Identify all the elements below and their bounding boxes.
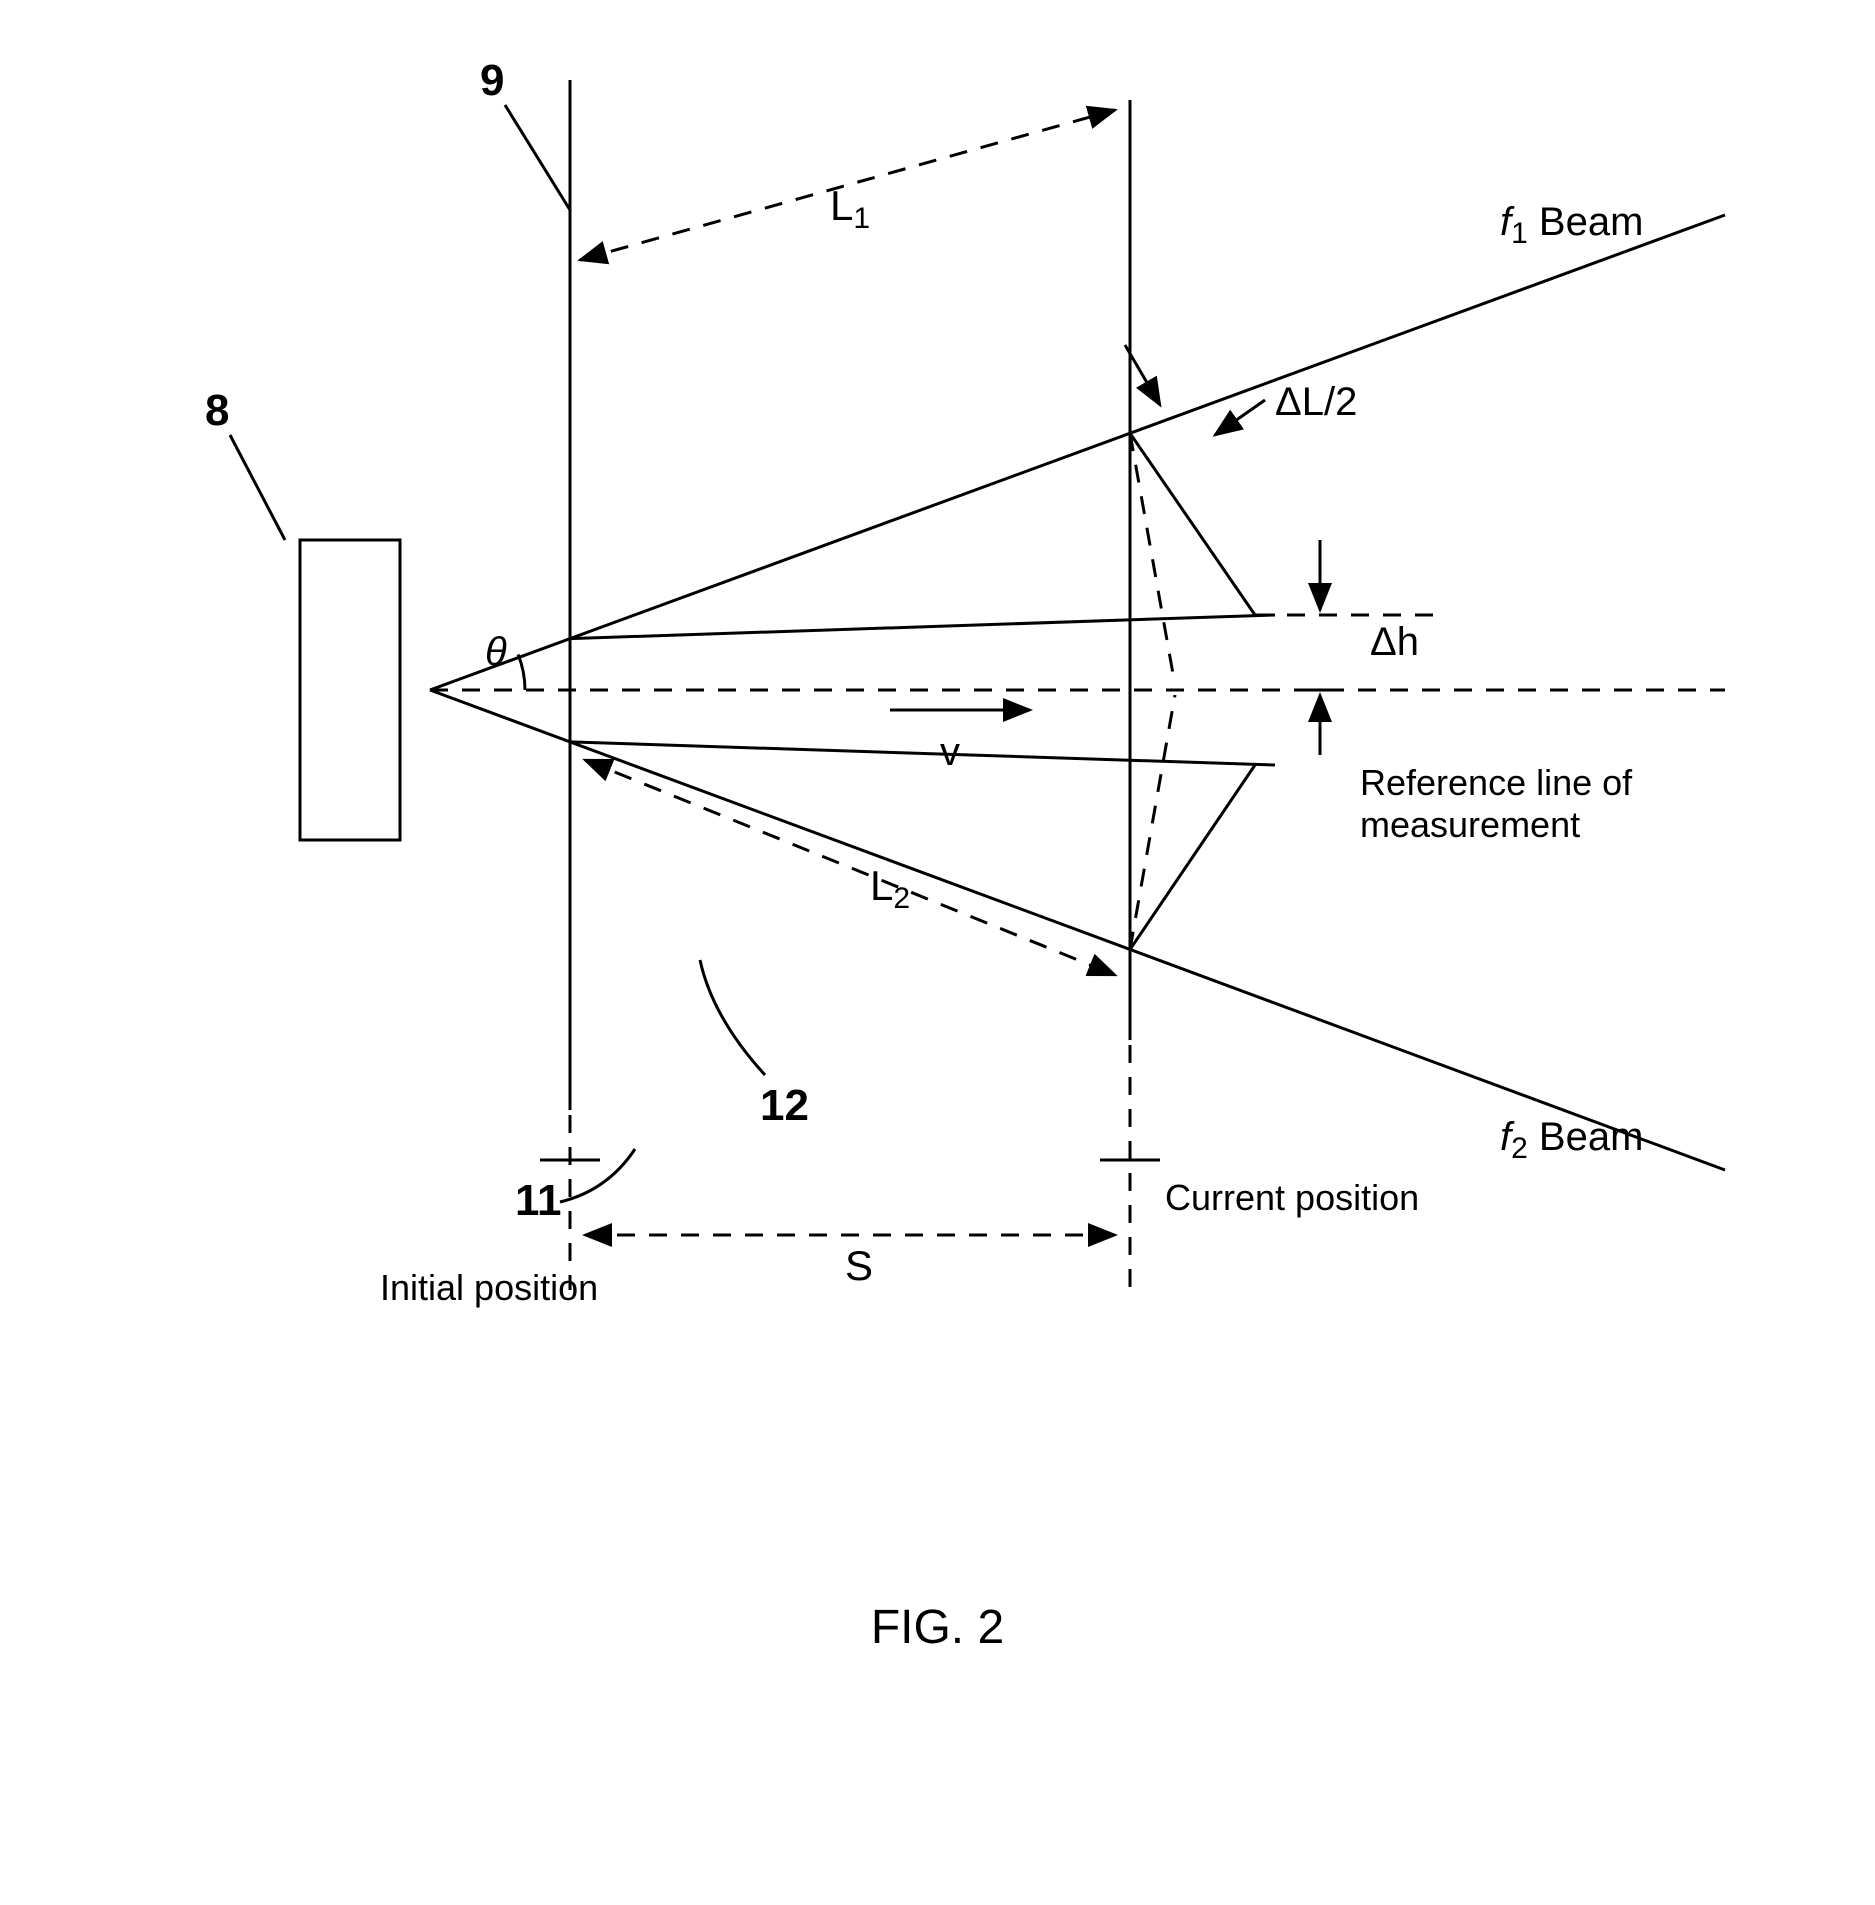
svg-text:measurement: measurement: [1360, 804, 1580, 845]
svg-text:Reference line of: Reference line of: [1360, 762, 1633, 803]
svg-text:f1 Beam: f1 Beam: [1500, 200, 1643, 250]
svg-text:Initial position: Initial position: [380, 1267, 598, 1308]
svg-text:8: 8: [205, 386, 229, 435]
svg-text:11: 11: [515, 1176, 562, 1225]
svg-text:S: S: [845, 1242, 873, 1289]
svg-text:L2: L2: [870, 862, 910, 915]
svg-text:ΔL/2: ΔL/2: [1275, 380, 1357, 424]
svg-text:θ: θ: [485, 630, 507, 674]
diagram-svg: 8 Reference line ofmeasurement f1 Beam f2 B…: [40, 40, 1835, 1540]
svg-text:v: v: [940, 730, 960, 774]
figure-caption: FIG. 2: [40, 1600, 1835, 1655]
svg-text:12: 12: [760, 1081, 809, 1130]
svg-text:9: 9: [480, 56, 504, 105]
svg-text:L1: L1: [830, 182, 870, 235]
svg-text:Current position: Current position: [1165, 1177, 1419, 1218]
svg-text:Δh: Δh: [1370, 620, 1419, 664]
svg-text:f2 Beam: f2 Beam: [1500, 1115, 1643, 1165]
